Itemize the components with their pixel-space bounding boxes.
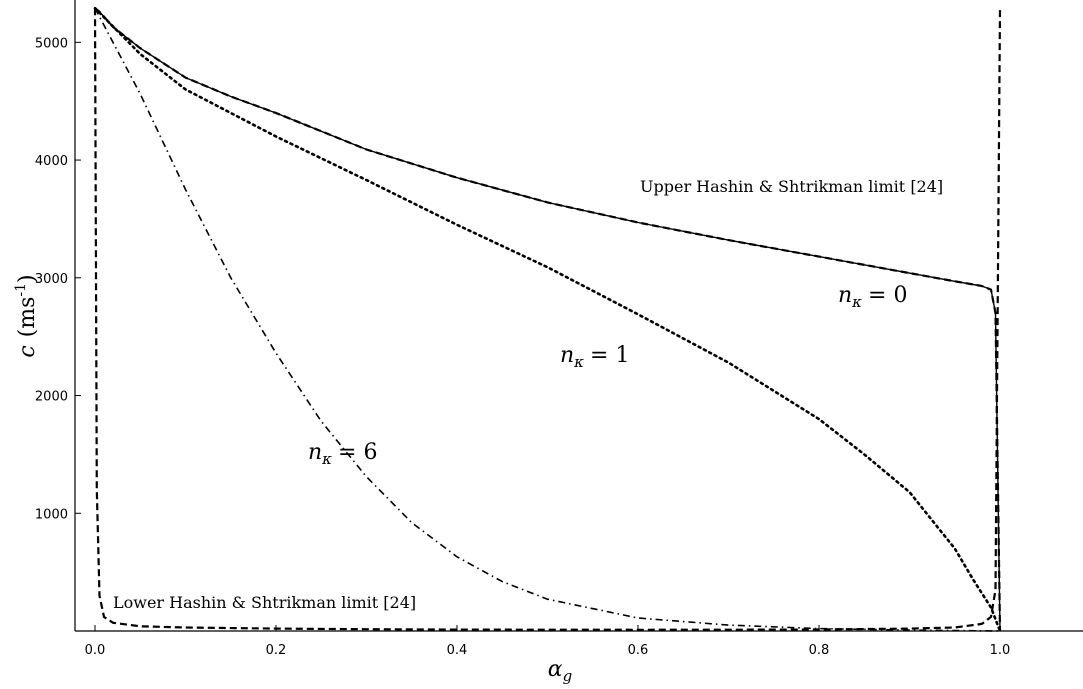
label-n-kappa-1: nκ = 1	[560, 343, 629, 371]
x-tick-label: 0.6	[628, 643, 649, 658]
y-tick-label: 1000	[35, 507, 68, 522]
y-tick-label: 3000	[35, 272, 68, 287]
y-ticks: 1000 2000 3000 4000 5000	[35, 36, 81, 522]
x-axis-label: αg	[548, 657, 572, 685]
x-tick-label: 0.4	[447, 643, 468, 658]
x-tick-label: 1.0	[990, 643, 1011, 658]
x-tick-label: 0.8	[809, 643, 830, 658]
series-line-dashdot-4	[94, 7, 1001, 632]
x-tick-label: 0.2	[266, 643, 287, 658]
series-line-dashed-1	[94, 7, 1002, 632]
label-n-kappa-6: nκ = 6	[308, 440, 377, 468]
x-ticks: 0.0 0.2 0.4 0.6 0.8 1.0	[85, 625, 1011, 658]
series-line-dashed-2	[93, 8, 1002, 631]
y-tick-label: 4000	[35, 154, 68, 169]
label-n-kappa-0: nκ = 0	[838, 283, 907, 311]
series-line-dotted-3	[93, 6, 1002, 633]
x-tick-label: 0.0	[85, 643, 106, 658]
series-line-solid-0	[94, 7, 1001, 632]
y-tick-label: 2000	[35, 390, 68, 405]
lower-limit-label: Lower Hashin & Shtrikman limit [24]	[113, 593, 416, 612]
upper-limit-label: Upper Hashin & Shtrikman limit [24]	[640, 177, 943, 196]
series-layer	[93, 6, 1002, 633]
y-axis-label: c(ms-1)	[13, 274, 40, 357]
y-tick-label: 5000	[35, 36, 68, 51]
